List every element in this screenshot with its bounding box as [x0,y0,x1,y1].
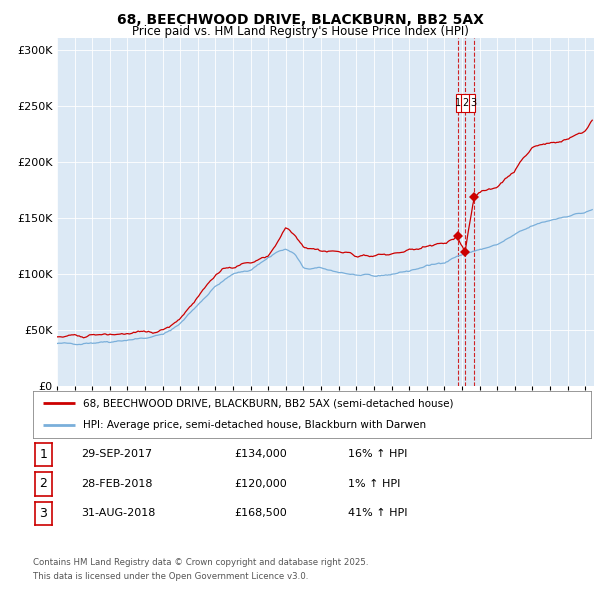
Text: Price paid vs. HM Land Registry's House Price Index (HPI): Price paid vs. HM Land Registry's House … [131,25,469,38]
Text: 16% ↑ HPI: 16% ↑ HPI [348,450,407,459]
Text: This data is licensed under the Open Government Licence v3.0.: This data is licensed under the Open Gov… [33,572,308,581]
Text: 28-FEB-2018: 28-FEB-2018 [81,479,152,489]
Text: 1: 1 [454,99,461,109]
Text: £168,500: £168,500 [234,509,287,518]
Text: £134,000: £134,000 [234,450,287,459]
Text: 68, BEECHWOOD DRIVE, BLACKBURN, BB2 5AX: 68, BEECHWOOD DRIVE, BLACKBURN, BB2 5AX [116,13,484,27]
Bar [457,94,475,113]
Text: Contains HM Land Registry data © Crown copyright and database right 2025.: Contains HM Land Registry data © Crown c… [33,558,368,566]
Text: 3: 3 [470,99,477,109]
Text: 2: 2 [39,477,47,490]
Text: 31-AUG-2018: 31-AUG-2018 [81,509,155,518]
Text: 29-SEP-2017: 29-SEP-2017 [81,450,152,459]
Text: £120,000: £120,000 [234,479,287,489]
Text: 1% ↑ HPI: 1% ↑ HPI [348,479,400,489]
Text: 41% ↑ HPI: 41% ↑ HPI [348,509,407,518]
Text: 68, BEECHWOOD DRIVE, BLACKBURN, BB2 5AX (semi-detached house): 68, BEECHWOOD DRIVE, BLACKBURN, BB2 5AX … [83,398,454,408]
Text: 2: 2 [462,99,468,109]
Text: 1: 1 [39,448,47,461]
Text: 3: 3 [39,507,47,520]
Text: HPI: Average price, semi-detached house, Blackburn with Darwen: HPI: Average price, semi-detached house,… [83,420,427,430]
